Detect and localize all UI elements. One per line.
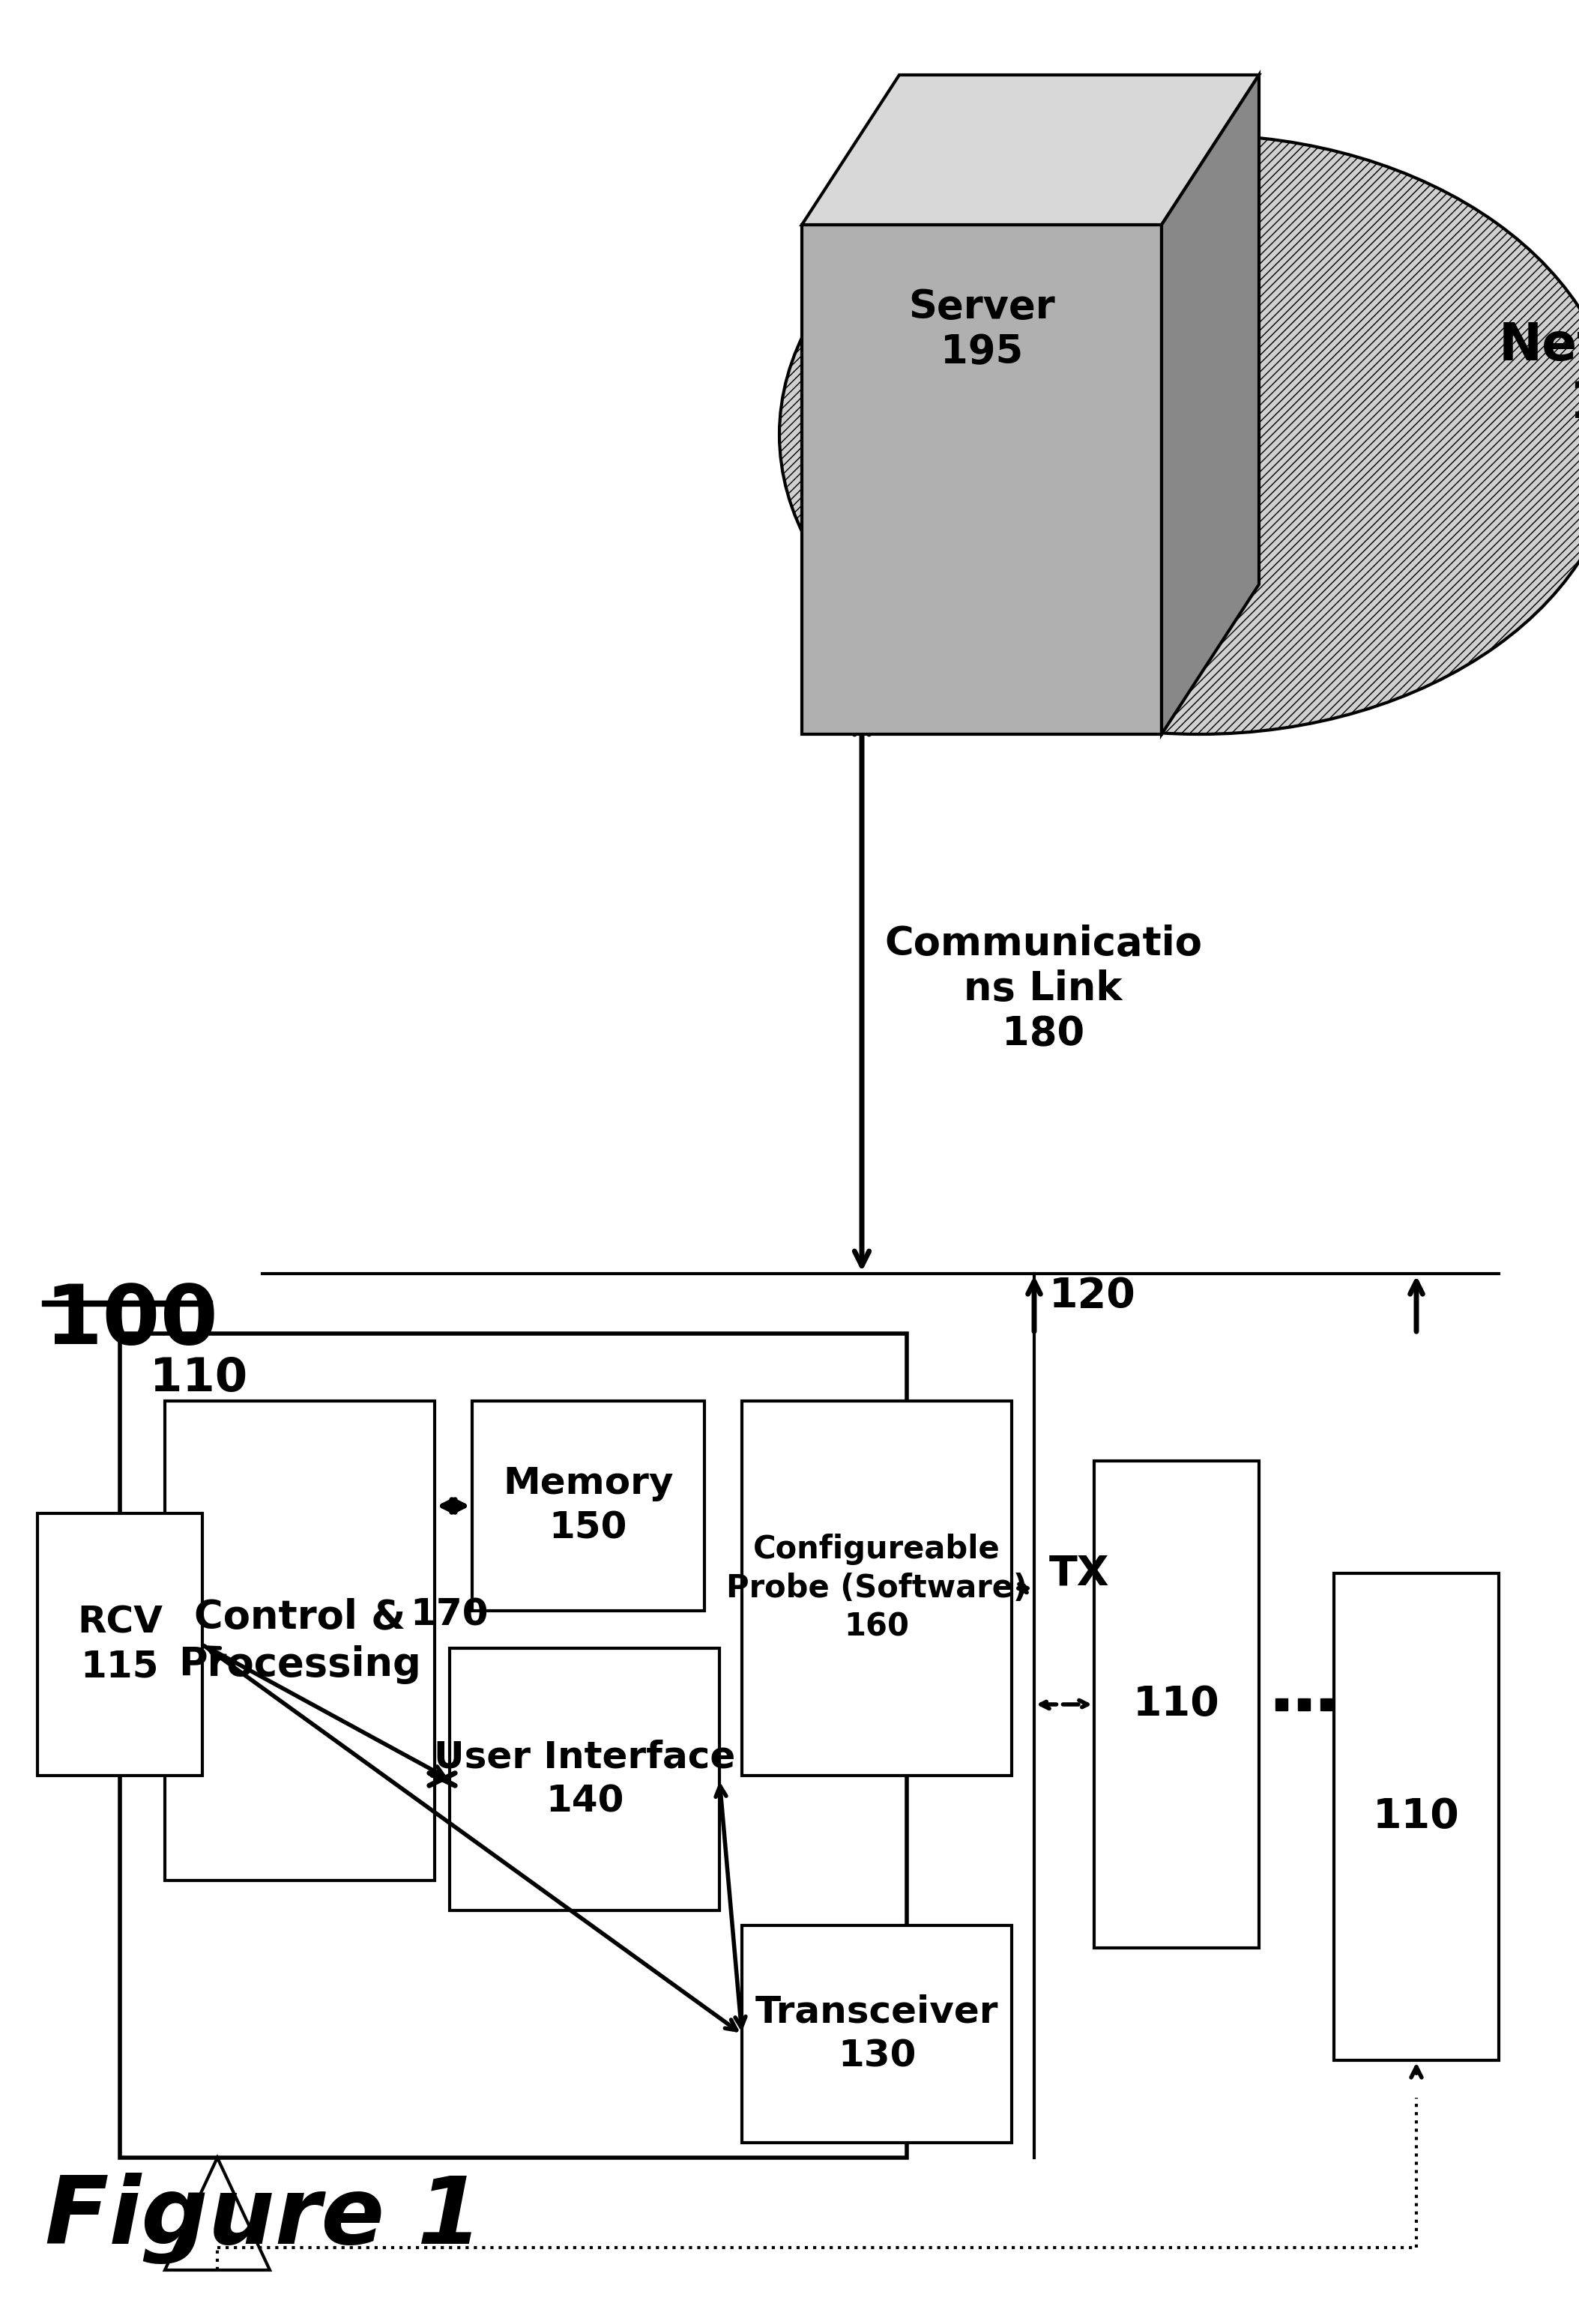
Text: 110: 110 [1134, 1685, 1221, 1724]
FancyBboxPatch shape [742, 1401, 1012, 1776]
Text: 170: 170 [411, 1597, 489, 1634]
Text: Figure 1: Figure 1 [44, 2173, 482, 2264]
Text: 110: 110 [150, 1355, 248, 1401]
FancyBboxPatch shape [472, 1401, 704, 1611]
Text: Configureable
Probe (Software)
160: Configureable Probe (Software) 160 [726, 1534, 1028, 1643]
FancyBboxPatch shape [450, 1648, 720, 1910]
FancyBboxPatch shape [802, 225, 1162, 734]
Text: RCV
115: RCV 115 [77, 1604, 163, 1685]
Text: 120: 120 [1048, 1276, 1135, 1315]
FancyBboxPatch shape [742, 1924, 1012, 2143]
FancyBboxPatch shape [120, 1334, 906, 2157]
FancyBboxPatch shape [38, 1513, 202, 1776]
Polygon shape [802, 74, 1258, 225]
Text: Network
190: Network 190 [1498, 321, 1579, 428]
Polygon shape [1162, 74, 1258, 734]
Text: Memory
150: Memory 150 [504, 1466, 674, 1545]
Text: Control &
Processing: Control & Processing [178, 1597, 422, 1685]
Ellipse shape [780, 135, 1579, 734]
Text: TX: TX [1048, 1552, 1110, 1594]
FancyBboxPatch shape [1334, 1573, 1498, 2061]
Text: Transceiver
130: Transceiver 130 [755, 1994, 998, 2075]
Text: User Interface
140: User Interface 140 [434, 1738, 736, 1820]
FancyBboxPatch shape [1094, 1462, 1258, 1948]
Text: Communicatio
ns Link
180: Communicatio ns Link 180 [884, 925, 1202, 1053]
FancyBboxPatch shape [164, 1401, 434, 1880]
Text: Server
195: Server 195 [908, 288, 1055, 372]
Text: 110: 110 [1374, 1796, 1459, 1836]
Text: 100: 100 [44, 1281, 219, 1362]
